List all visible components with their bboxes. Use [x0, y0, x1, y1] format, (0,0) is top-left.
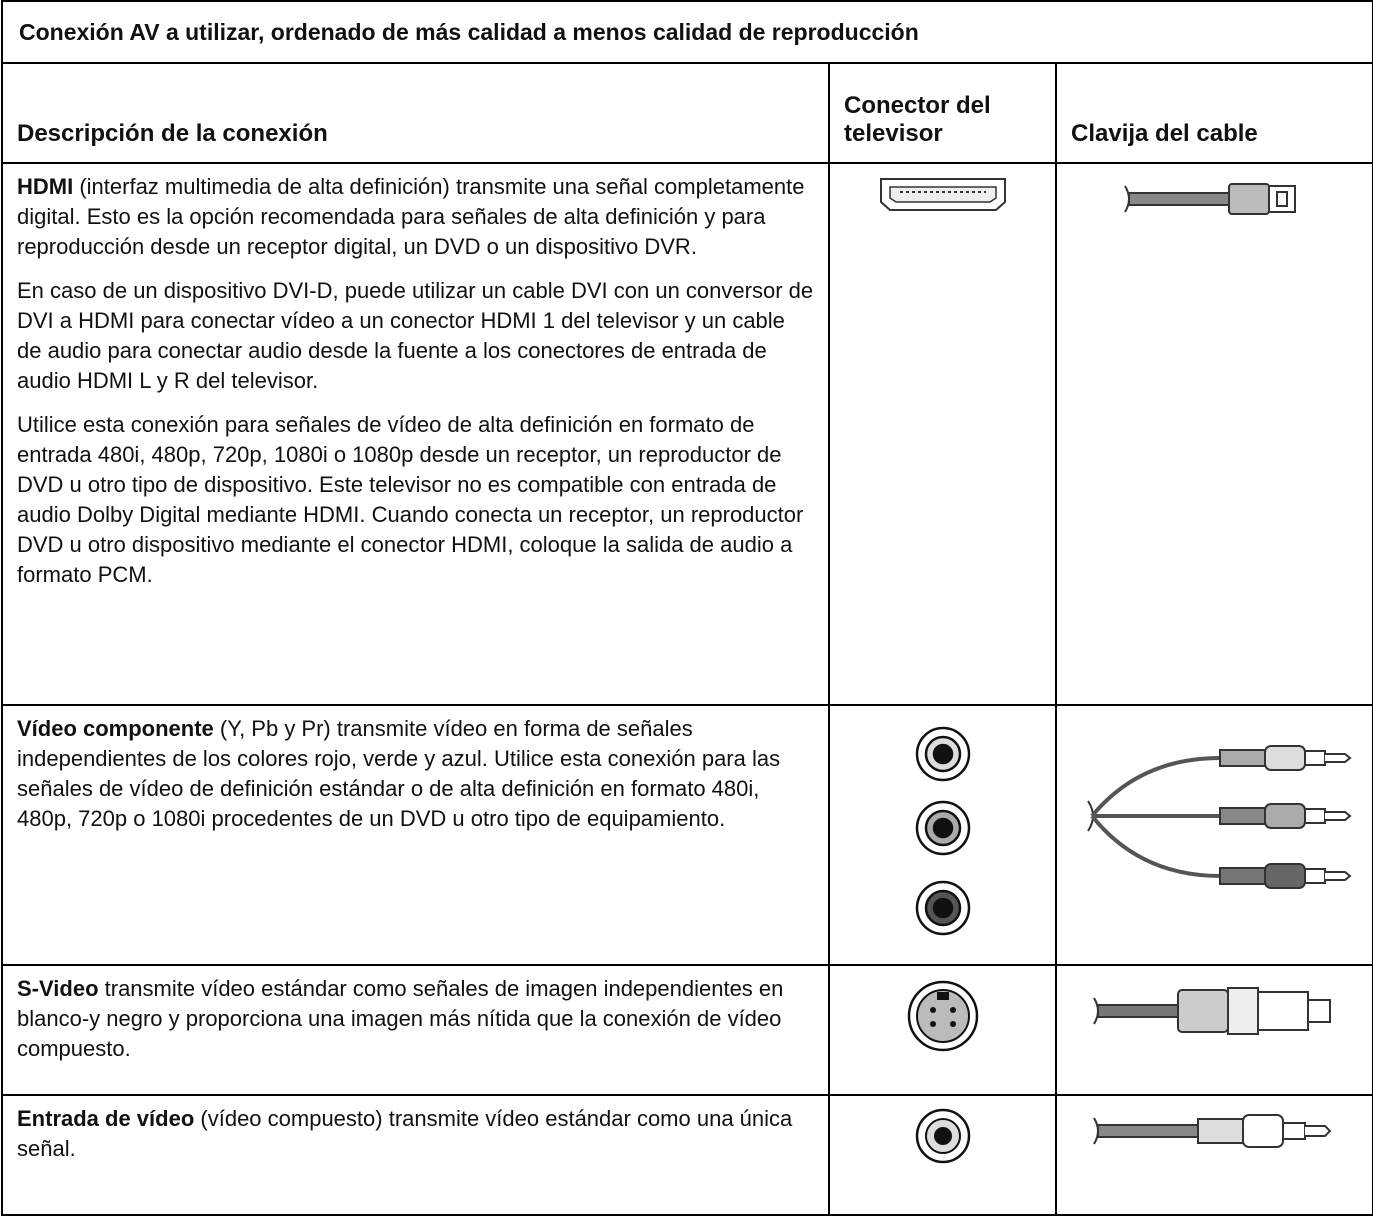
description: S-Video transmite vídeo estándar como se…	[1, 964, 830, 1096]
description: Vídeo componente (Y, Pb y Pr) transmite …	[1, 704, 830, 966]
description: HDMI (interfaz multimedia de alta defini…	[1, 162, 830, 706]
component-ports-icon	[915, 726, 970, 936]
paragraph: En caso de un dispositivo DVI-D, puede u…	[17, 276, 814, 396]
header-cell: Conector del televisor	[828, 62, 1057, 164]
paragraph-text: En caso de un dispositivo DVI-D, puede u…	[17, 278, 814, 393]
paragraph: Entrada de vídeo (vídeo compuesto) trans…	[17, 1104, 814, 1164]
paragraph: Vídeo componente (Y, Pb y Pr) transmite …	[17, 714, 814, 834]
cable-plug	[1054, 162, 1373, 706]
paragraph-text: transmite vídeo estándar como señales de…	[17, 976, 784, 1061]
paragraph-text: Utilice esta conexión para señales de ví…	[17, 412, 804, 587]
header-cell: Clavija del cable	[1054, 62, 1373, 164]
hdmi-plug-icon	[1123, 183, 1296, 215]
cable-plug	[1054, 964, 1373, 1096]
title-row: Conexión AV a utilizar, ordenado de más …	[0, 0, 1373, 64]
header-cell: Descripción de la conexión	[1, 62, 830, 164]
table-title: Conexión AV a utilizar, ordenado de más …	[0, 0, 1373, 64]
tv-connector	[828, 964, 1057, 1096]
composite-plug-icon	[1092, 1114, 1331, 1148]
paragraph-text: (Y, Pb y Pr) transmite vídeo en forma de…	[17, 716, 781, 831]
composite-port-icon	[915, 1108, 970, 1164]
bold-lead: S-Video	[17, 976, 99, 1001]
svideo-port-icon	[907, 980, 978, 1052]
bold-lead: HDMI	[17, 174, 74, 199]
paragraph-text: (interfaz multimedia de alta definición)…	[17, 174, 805, 259]
paragraph: HDMI (interfaz multimedia de alta defini…	[17, 172, 814, 262]
tv-connector	[828, 162, 1057, 706]
cable-plug	[1054, 704, 1373, 966]
component-plug-icon	[1086, 745, 1352, 889]
tv-connector	[828, 704, 1057, 966]
row: S-Video transmite vídeo estándar como se…	[1, 964, 1373, 1096]
header-row: Descripción de la conexión Conector del …	[1, 62, 1373, 164]
bold-lead: Entrada de vídeo	[17, 1106, 195, 1131]
hdmi-port-icon	[879, 178, 1006, 211]
paragraph: Utilice esta conexión para señales de ví…	[17, 410, 814, 590]
row: HDMI (interfaz multimedia de alta defini…	[1, 162, 1373, 706]
tv-connector	[828, 1094, 1057, 1216]
paragraph: S-Video transmite vídeo estándar como se…	[17, 974, 814, 1064]
row: Entrada de vídeo (vídeo compuesto) trans…	[1, 1094, 1373, 1216]
description: Entrada de vídeo (vídeo compuesto) trans…	[1, 1094, 830, 1216]
paragraph-text: (vídeo compuesto) transmite vídeo estánd…	[17, 1106, 793, 1161]
svideo-plug-icon	[1092, 987, 1331, 1035]
row: Vídeo componente (Y, Pb y Pr) transmite …	[1, 704, 1373, 966]
bold-lead: Vídeo componente	[17, 716, 214, 741]
cable-plug	[1054, 1094, 1373, 1216]
